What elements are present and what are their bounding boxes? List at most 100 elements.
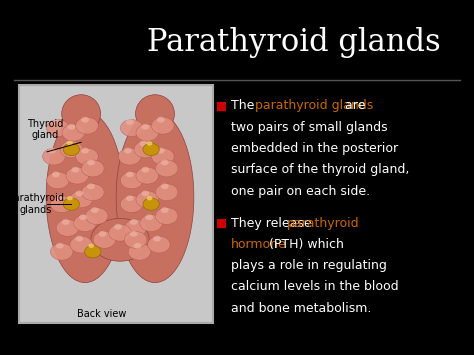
- Text: hormone: hormone: [231, 238, 287, 251]
- Text: Parathyroid
glands: Parathyroid glands: [8, 193, 64, 215]
- Circle shape: [134, 243, 141, 248]
- Circle shape: [141, 124, 149, 130]
- Circle shape: [120, 120, 143, 136]
- Circle shape: [130, 219, 137, 225]
- Circle shape: [147, 236, 170, 253]
- Circle shape: [136, 167, 158, 184]
- Circle shape: [118, 148, 141, 165]
- Circle shape: [136, 191, 158, 208]
- Circle shape: [46, 172, 69, 189]
- Text: calcium levels in the blood: calcium levels in the blood: [231, 280, 399, 294]
- Circle shape: [124, 219, 147, 236]
- Circle shape: [157, 117, 164, 122]
- Text: two pairs of small glands: two pairs of small glands: [231, 121, 387, 134]
- Circle shape: [145, 214, 153, 220]
- Circle shape: [140, 215, 163, 231]
- Circle shape: [65, 141, 73, 146]
- Circle shape: [72, 167, 79, 173]
- Text: surface of the thyroid gland,: surface of the thyroid gland,: [231, 163, 409, 176]
- Circle shape: [67, 141, 73, 146]
- Text: Back view: Back view: [77, 309, 127, 319]
- Circle shape: [60, 141, 82, 158]
- Circle shape: [63, 198, 80, 210]
- Circle shape: [79, 214, 87, 220]
- Circle shape: [114, 224, 122, 230]
- Ellipse shape: [136, 95, 174, 133]
- Text: ■: ■: [216, 99, 227, 113]
- Text: are: are: [341, 99, 365, 113]
- Circle shape: [88, 244, 94, 248]
- Text: parathyroid glands: parathyroid glands: [255, 100, 374, 113]
- Text: Thyroid
gland: Thyroid gland: [27, 119, 63, 140]
- Circle shape: [48, 148, 56, 153]
- Circle shape: [126, 195, 134, 201]
- Circle shape: [56, 243, 64, 248]
- Circle shape: [161, 207, 169, 213]
- Circle shape: [85, 208, 108, 224]
- Circle shape: [70, 191, 92, 208]
- Circle shape: [75, 191, 83, 196]
- Circle shape: [155, 184, 178, 201]
- Circle shape: [70, 236, 92, 253]
- Text: Parathyroid glands: Parathyroid glands: [147, 27, 441, 58]
- Text: They release: They release: [231, 217, 316, 230]
- Circle shape: [63, 143, 80, 155]
- Circle shape: [50, 243, 73, 260]
- Circle shape: [67, 124, 75, 130]
- Circle shape: [153, 236, 161, 241]
- Circle shape: [74, 215, 96, 231]
- Text: plays a role in regulating: plays a role in regulating: [231, 259, 387, 272]
- Text: embedded in the posterior: embedded in the posterior: [231, 142, 398, 155]
- Circle shape: [62, 124, 85, 141]
- Circle shape: [124, 231, 147, 248]
- Circle shape: [120, 172, 143, 189]
- Circle shape: [136, 124, 158, 141]
- Circle shape: [50, 196, 73, 213]
- Circle shape: [75, 236, 83, 241]
- Circle shape: [56, 195, 64, 201]
- Circle shape: [141, 167, 149, 173]
- Circle shape: [130, 231, 137, 237]
- Circle shape: [155, 208, 178, 224]
- Circle shape: [152, 148, 174, 165]
- Text: parathyroid: parathyroid: [287, 217, 359, 230]
- Text: one pair on each side.: one pair on each side.: [231, 185, 370, 198]
- Ellipse shape: [116, 111, 194, 283]
- Ellipse shape: [62, 95, 100, 133]
- Circle shape: [141, 191, 149, 196]
- Circle shape: [109, 224, 131, 241]
- Circle shape: [66, 167, 89, 184]
- Circle shape: [67, 196, 73, 200]
- Circle shape: [143, 198, 159, 210]
- Ellipse shape: [46, 111, 124, 283]
- Circle shape: [161, 184, 169, 189]
- Text: and bone metabolism.: and bone metabolism.: [231, 302, 371, 315]
- Circle shape: [126, 119, 134, 125]
- Circle shape: [46, 120, 69, 136]
- Circle shape: [146, 141, 153, 146]
- Circle shape: [128, 243, 151, 260]
- Circle shape: [87, 160, 95, 165]
- Circle shape: [82, 160, 104, 177]
- Circle shape: [126, 171, 134, 177]
- Circle shape: [76, 117, 98, 134]
- Text: parathyroid glands: parathyroid glands: [255, 99, 374, 113]
- Circle shape: [81, 117, 89, 122]
- Circle shape: [56, 219, 79, 236]
- Circle shape: [85, 246, 101, 258]
- Text: The: The: [231, 99, 258, 113]
- Circle shape: [99, 231, 106, 237]
- Text: ■: ■: [216, 217, 227, 230]
- Circle shape: [81, 148, 89, 153]
- Circle shape: [93, 231, 116, 248]
- Ellipse shape: [91, 218, 149, 261]
- Circle shape: [91, 207, 99, 213]
- Circle shape: [152, 117, 174, 134]
- Circle shape: [146, 196, 153, 200]
- Circle shape: [139, 141, 147, 146]
- Circle shape: [120, 196, 143, 213]
- Circle shape: [76, 148, 98, 165]
- Circle shape: [62, 219, 70, 225]
- Circle shape: [82, 184, 104, 201]
- Circle shape: [87, 184, 95, 189]
